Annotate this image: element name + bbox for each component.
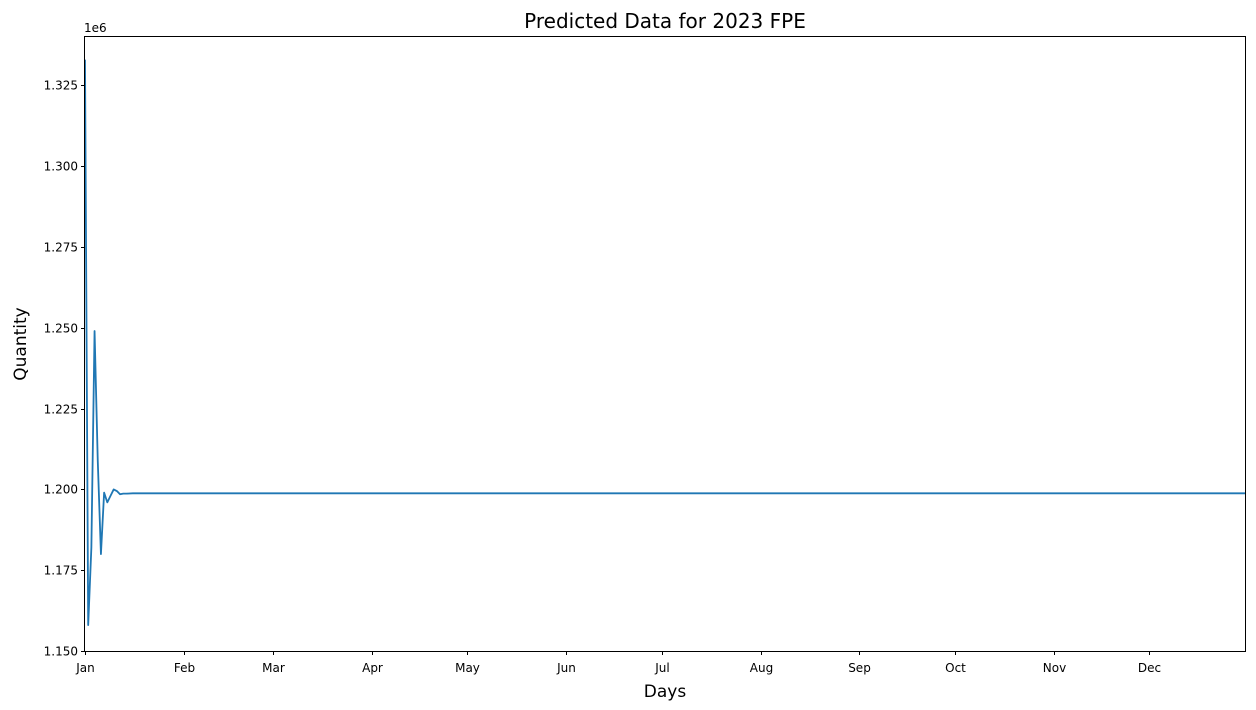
x-tick-label: Apr bbox=[362, 661, 383, 675]
x-tick-label: Jun bbox=[556, 661, 576, 675]
x-tick-label: Feb bbox=[174, 661, 195, 675]
y-tick-label: 1.225 bbox=[44, 403, 78, 417]
chart-title: Predicted Data for 2023 FPE bbox=[524, 9, 806, 33]
y-tick-label: 1.150 bbox=[44, 645, 78, 659]
x-axis-ticks: Jan Feb Mar Apr May Jun Jul Aug Sep Oct Nov Dec bbox=[75, 651, 1161, 675]
x-tick-label: Jan bbox=[75, 661, 95, 675]
plot-area-frame bbox=[84, 36, 1246, 652]
x-tick-label: Sep bbox=[848, 661, 871, 675]
x-tick-label: May bbox=[455, 661, 480, 675]
y-axis-ticks: 1.150 1.175 1.200 1.225 1.250 1.275 1.300 1.325 bbox=[44, 79, 85, 659]
series-line bbox=[84, 59, 1245, 627]
y-tick-label: 1.325 bbox=[44, 79, 78, 93]
x-tick-label: Dec bbox=[1138, 661, 1161, 675]
x-axis-label: Days bbox=[644, 682, 687, 702]
y-axis-offset-label: 1e6 bbox=[84, 21, 107, 35]
x-tick-label: Jul bbox=[654, 661, 669, 675]
y-tick-label: 1.300 bbox=[44, 160, 78, 174]
series-layer bbox=[84, 59, 1245, 627]
x-tick-label: Oct bbox=[945, 661, 966, 675]
y-tick-label: 1.175 bbox=[44, 564, 78, 578]
x-tick-label: Aug bbox=[750, 661, 773, 675]
y-tick-label: 1.250 bbox=[44, 322, 78, 336]
y-axis-label: Quantity bbox=[11, 307, 31, 380]
x-tick-label: Nov bbox=[1043, 661, 1066, 675]
x-tick-label: Mar bbox=[262, 661, 285, 675]
y-tick-label: 1.275 bbox=[44, 241, 78, 255]
y-tick-label: 1.200 bbox=[44, 483, 78, 497]
